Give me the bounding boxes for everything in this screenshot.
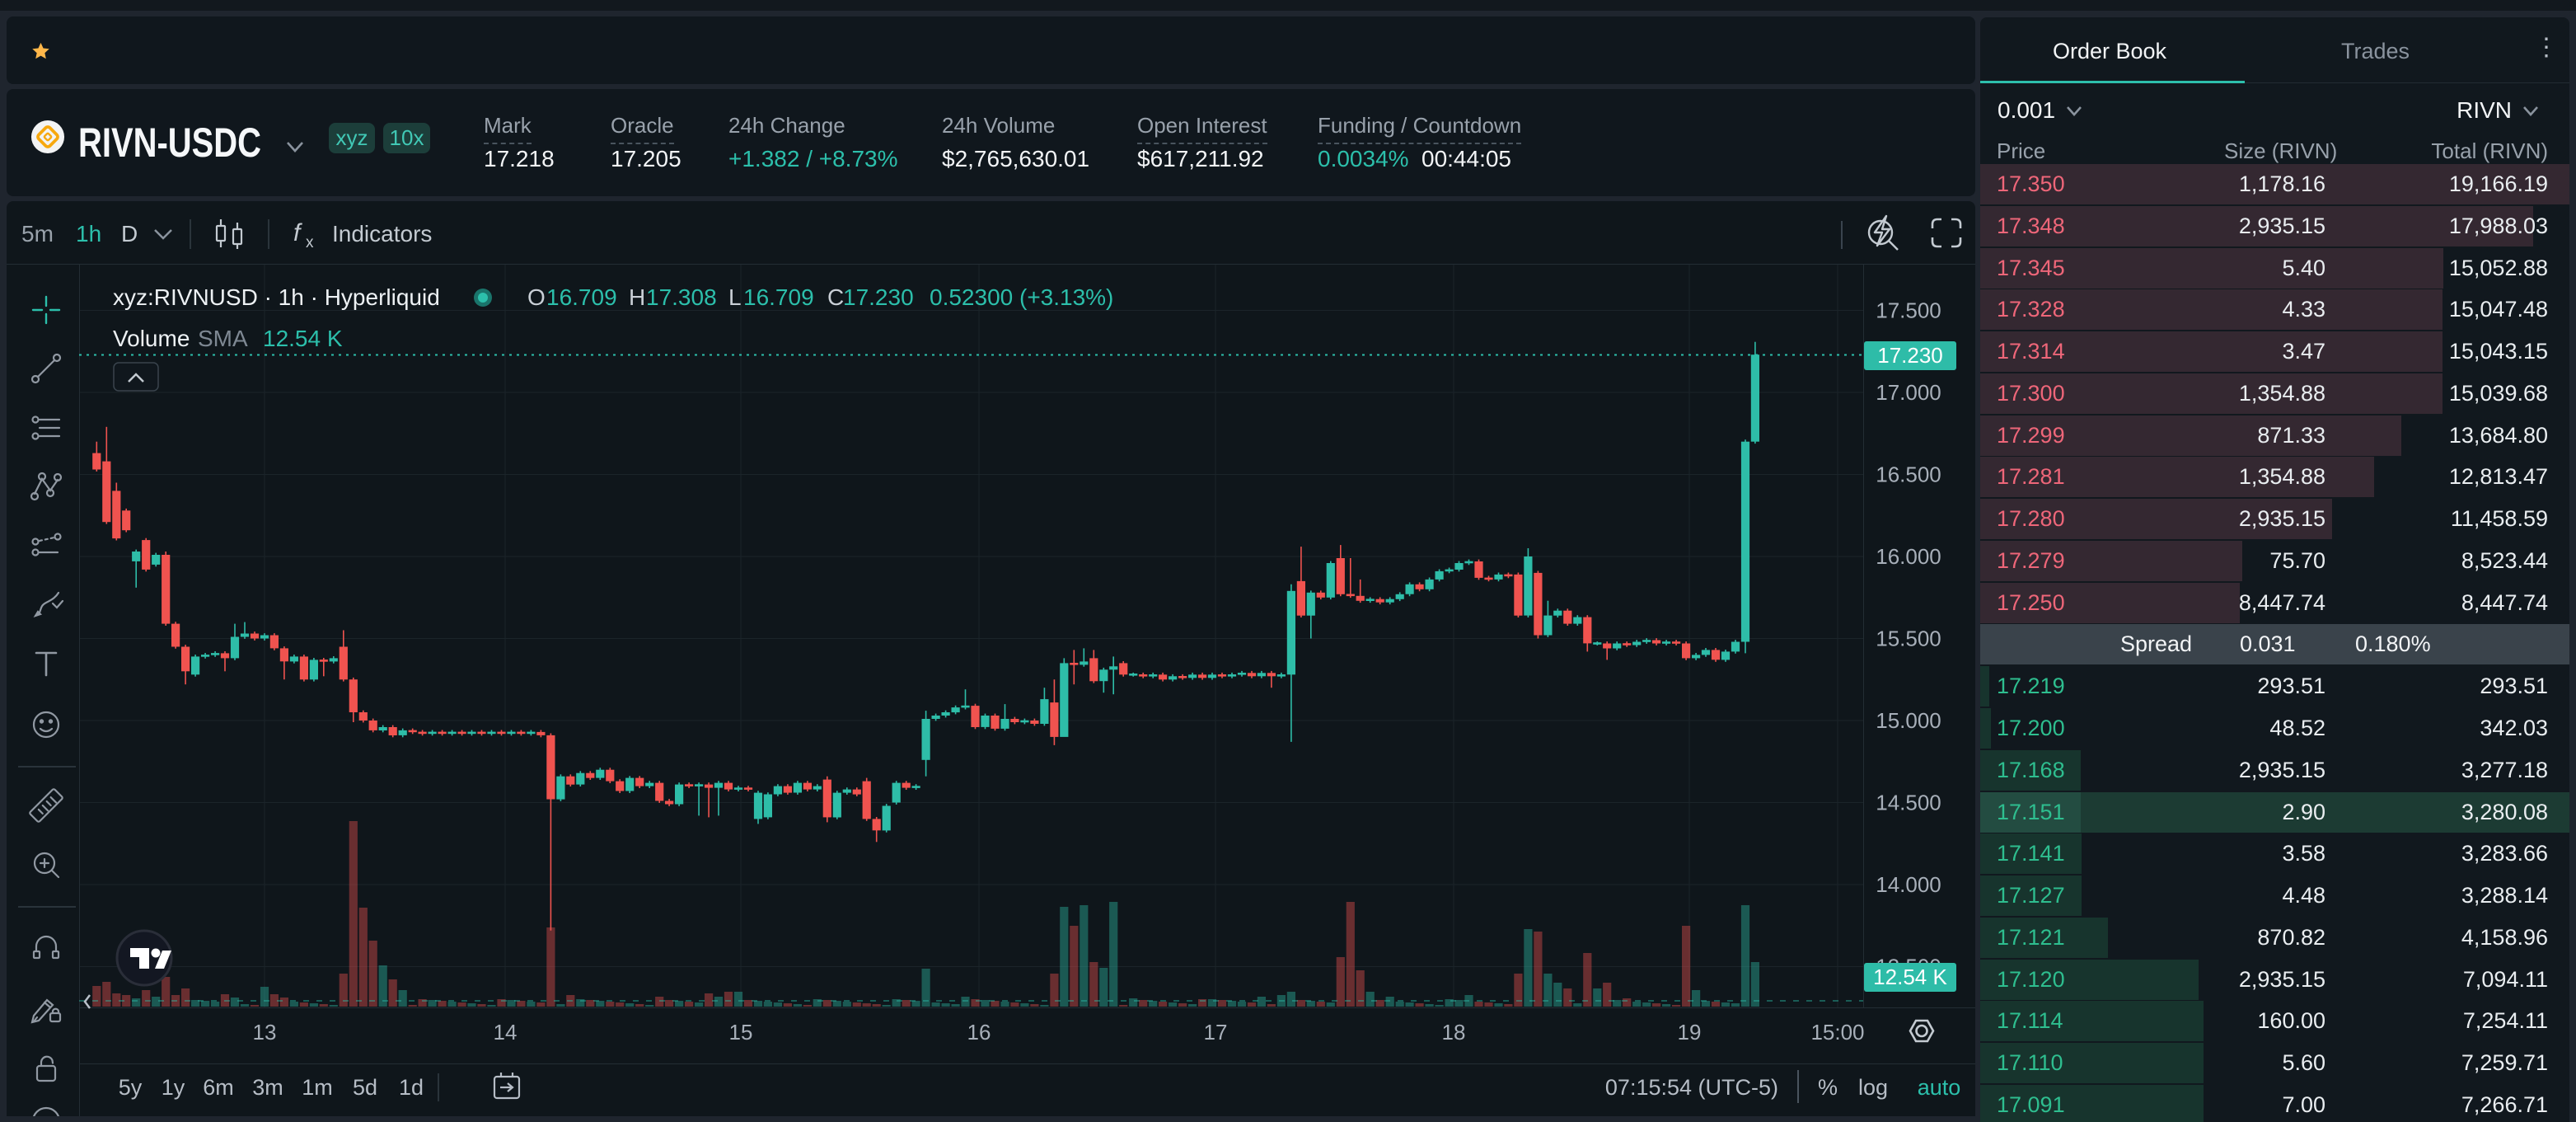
svg-text:5m: 5m bbox=[21, 221, 54, 246]
svg-text:14.000: 14.000 bbox=[1876, 872, 1941, 897]
svg-text:16.000: 16.000 bbox=[1876, 544, 1941, 569]
svg-text:16.709: 16.709 bbox=[743, 284, 814, 310]
svg-text:6m: 6m bbox=[203, 1075, 234, 1100]
svg-text:18: 18 bbox=[1442, 1020, 1466, 1045]
svg-text:19: 19 bbox=[1678, 1020, 1702, 1045]
svg-text:13: 13 bbox=[253, 1020, 277, 1045]
svg-text:3m: 3m bbox=[252, 1075, 283, 1100]
svg-text:17.230: 17.230 bbox=[843, 284, 914, 310]
svg-text:0.52300 (+3.13%): 0.52300 (+3.13%) bbox=[930, 284, 1113, 310]
svg-text:C: C bbox=[827, 284, 844, 310]
svg-text:SMA: SMA bbox=[198, 326, 248, 351]
svg-text:1y: 1y bbox=[162, 1075, 185, 1100]
svg-text:Indicators: Indicators bbox=[332, 221, 432, 246]
svg-text:RIVN-USDC: RIVN-USDC bbox=[78, 120, 261, 165]
svg-text:xyz:RIVNUSD · 1h · Hyperliquid: xyz:RIVNUSD · 1h · Hyperliquid bbox=[113, 284, 440, 310]
svg-text:x: x bbox=[306, 234, 314, 251]
svg-text:O: O bbox=[527, 284, 546, 310]
svg-text:5d: 5d bbox=[353, 1075, 377, 1100]
svg-text:1h: 1h bbox=[76, 221, 101, 246]
svg-text:15: 15 bbox=[729, 1020, 753, 1045]
svg-text:16: 16 bbox=[967, 1020, 991, 1045]
svg-text:1m: 1m bbox=[302, 1075, 333, 1100]
svg-text:log: log bbox=[1858, 1075, 1888, 1100]
svg-text:f: f bbox=[293, 219, 302, 246]
svg-text:17: 17 bbox=[1204, 1020, 1228, 1045]
svg-text:15:00: 15:00 bbox=[1810, 1020, 1864, 1045]
svg-text:auto: auto bbox=[1918, 1075, 1961, 1100]
svg-text:%: % bbox=[1818, 1075, 1838, 1100]
svg-text:H: H bbox=[629, 284, 645, 310]
svg-text:16.500: 16.500 bbox=[1876, 462, 1941, 487]
svg-text:14.500: 14.500 bbox=[1876, 791, 1941, 815]
svg-text:Volume: Volume bbox=[113, 326, 190, 351]
svg-text:17.308: 17.308 bbox=[646, 284, 717, 310]
svg-text:L: L bbox=[728, 284, 742, 310]
svg-text:D: D bbox=[121, 221, 138, 246]
svg-text:17.230: 17.230 bbox=[1877, 343, 1943, 368]
svg-text:5y: 5y bbox=[119, 1075, 143, 1100]
svg-text:14: 14 bbox=[494, 1020, 518, 1045]
svg-text:12.54 K: 12.54 K bbox=[263, 326, 343, 351]
svg-text:16.709: 16.709 bbox=[546, 284, 617, 310]
svg-text:17.500: 17.500 bbox=[1876, 298, 1941, 323]
svg-text:17.000: 17.000 bbox=[1876, 380, 1941, 405]
svg-text:15.000: 15.000 bbox=[1876, 708, 1941, 733]
svg-text:15.500: 15.500 bbox=[1876, 627, 1941, 651]
svg-text:12.54 K: 12.54 K bbox=[1873, 965, 1947, 989]
svg-text:1d: 1d bbox=[399, 1075, 424, 1100]
svg-text:07:15:54 (UTC-5): 07:15:54 (UTC-5) bbox=[1605, 1075, 1778, 1100]
